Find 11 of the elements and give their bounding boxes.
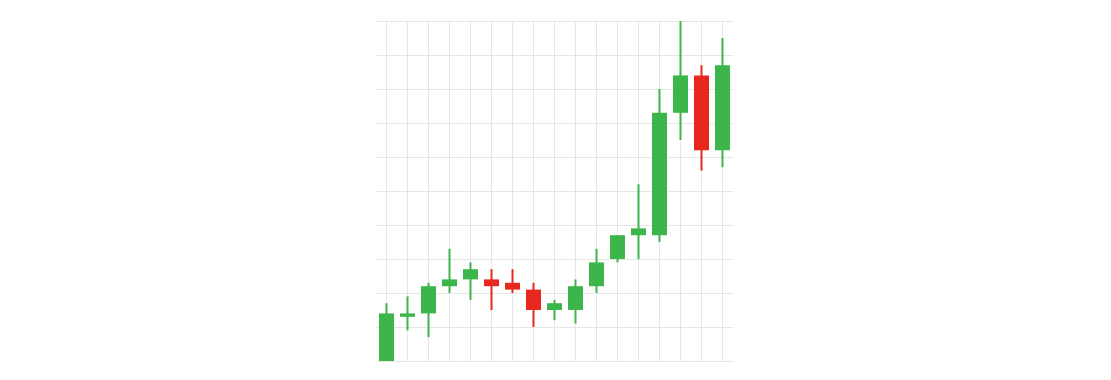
candlestick — [505, 268, 520, 294]
candlestick — [526, 281, 541, 328]
candlestick — [568, 278, 583, 325]
candlestick — [610, 234, 625, 264]
candlestick — [400, 295, 415, 332]
candlestick — [631, 183, 646, 260]
candlestick — [589, 247, 604, 294]
candlestick — [442, 247, 457, 294]
candlestick — [463, 261, 478, 301]
candlestick — [547, 298, 562, 322]
candlestick — [484, 268, 499, 311]
